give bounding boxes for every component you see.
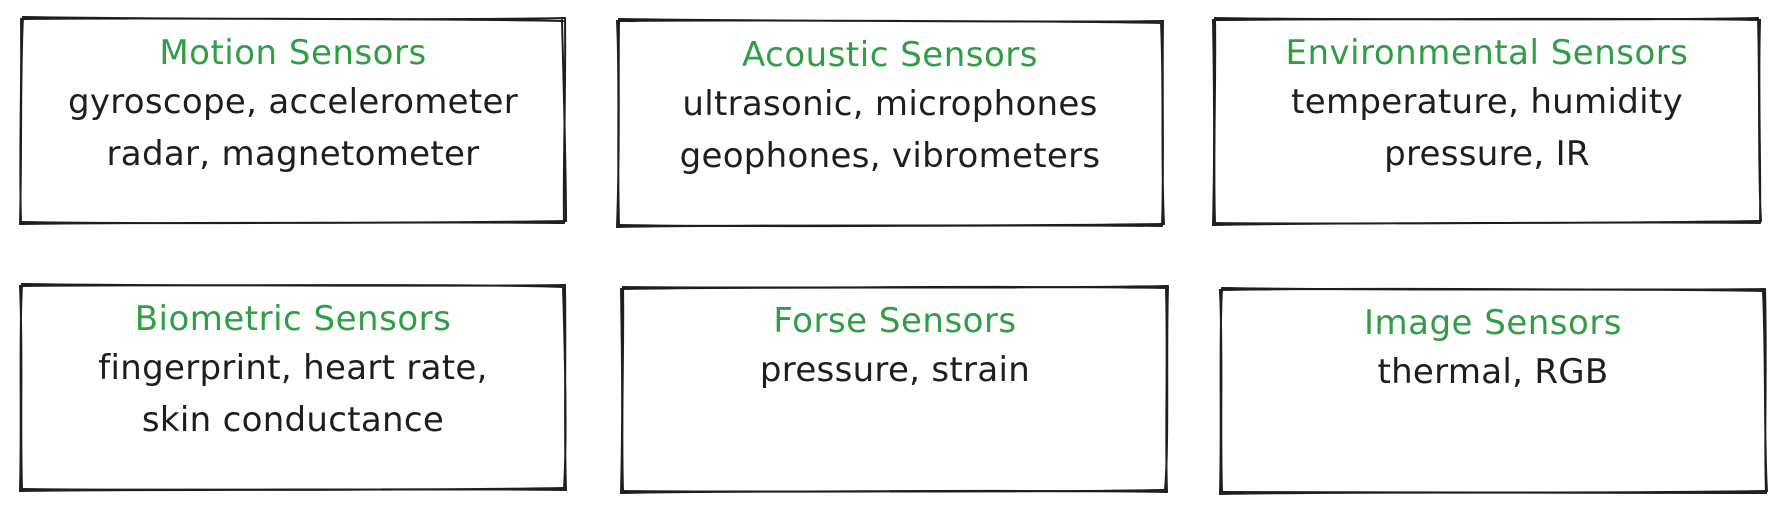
sensor-examples-line: geophones, vibrometers <box>679 136 1101 176</box>
sensor-title: Image Sensors <box>1363 303 1623 343</box>
sensor-box-environmental: Environmental Sensors temperature, humid… <box>1212 16 1762 226</box>
sensor-title: Forse Sensors <box>773 301 1017 341</box>
box-frame <box>1219 287 1768 495</box>
sensor-title: Acoustic Sensors <box>742 35 1038 75</box>
sensor-examples-line: ultrasonic, microphones <box>682 84 1098 124</box>
sensor-examples-line: pressure, IR <box>1384 134 1590 174</box>
sensor-examples-line: temperature, humidity <box>1291 82 1683 122</box>
box-frame <box>1212 17 1762 226</box>
sensor-title: Environmental Sensors <box>1285 33 1689 73</box>
sensor-examples-line: pressure, strain <box>759 350 1031 390</box>
sensor-box-biometric: Biometric Sensors fingerprint, heart rat… <box>18 282 568 492</box>
sensor-box-image: Image Sensors thermal, RGB <box>1218 286 1768 496</box>
sensor-title: Motion Sensors <box>159 33 427 73</box>
box-frame <box>19 16 567 225</box>
sensor-examples-line: radar, magnetometer <box>106 134 480 174</box>
sensor-examples-line: fingerprint, heart rate, <box>98 348 488 388</box>
sensor-title: Biometric Sensors <box>134 299 452 339</box>
sensor-examples-line: skin conductance <box>141 400 445 440</box>
sensor-box-forse: Forse Sensors pressure, strain <box>620 284 1170 494</box>
sensor-box-motion: Motion Sensors gyroscope, accelerometer … <box>18 16 568 226</box>
box-frame <box>19 283 567 492</box>
sensor-box-acoustic: Acoustic Sensors ultrasonic, microphones… <box>615 18 1165 228</box>
box-frame <box>620 285 1169 494</box>
sensor-examples-line: thermal, RGB <box>1377 352 1609 392</box>
box-frame <box>616 18 1165 228</box>
sensor-examples-line: gyroscope, accelerometer <box>67 82 519 122</box>
